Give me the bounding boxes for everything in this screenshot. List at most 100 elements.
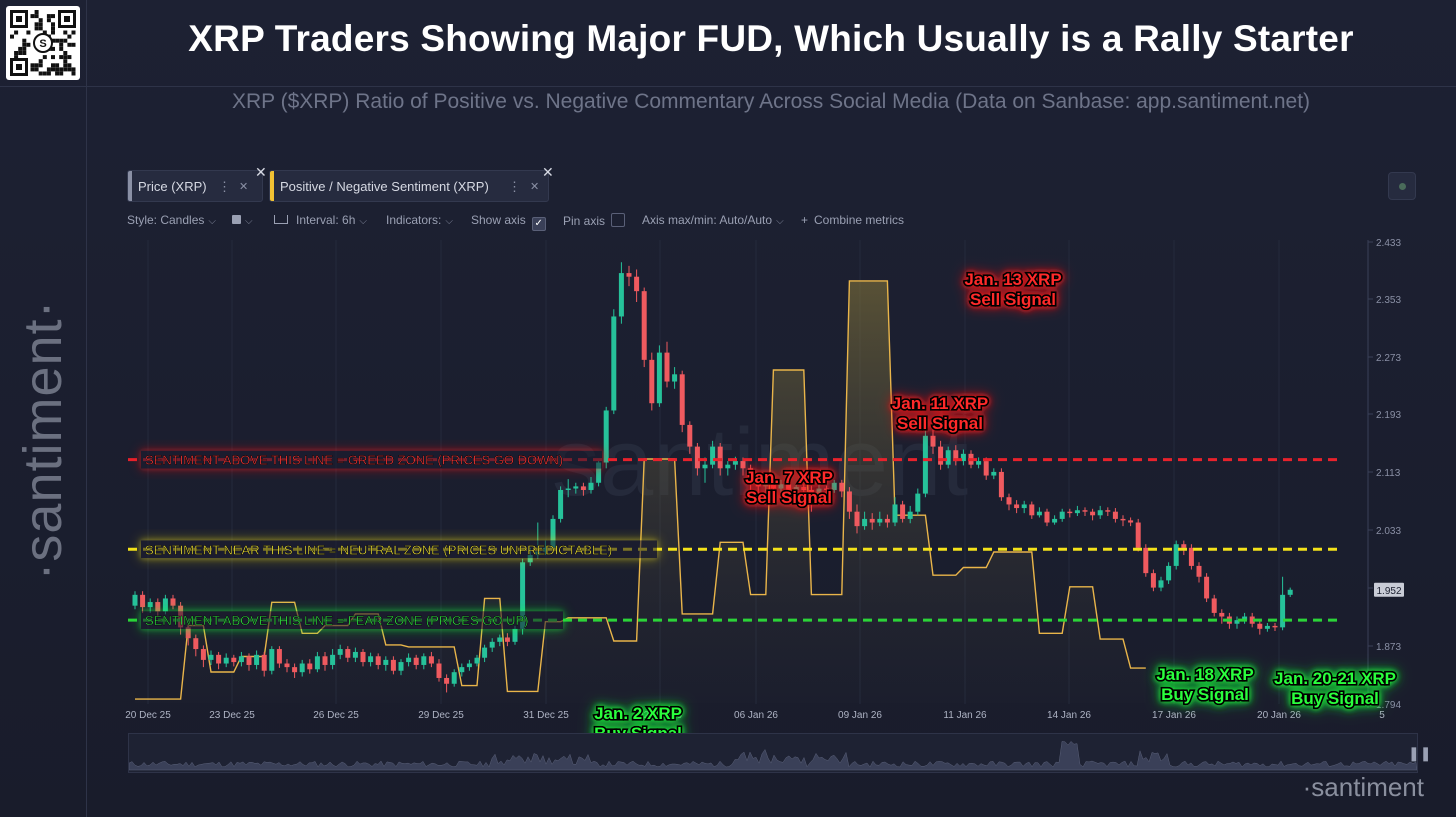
candle-body [466, 663, 472, 668]
price-candle [322, 651, 328, 671]
interval-dropdown[interactable]: Interval: 6h ⌵ [274, 213, 367, 227]
corner-watermark: ·santiment [1302, 772, 1424, 802]
candle-body [254, 654, 260, 665]
status-dot-button[interactable] [1388, 172, 1416, 200]
time-navigator[interactable] [128, 733, 1418, 773]
candle-body [717, 446, 723, 469]
candle-body [520, 562, 526, 629]
price-candle [953, 445, 959, 466]
candle-body [786, 484, 792, 490]
price-candle [1287, 587, 1293, 597]
candle-body [428, 656, 434, 664]
metric-label-sentiment: Positive / Negative Sentiment (XRP) [280, 179, 489, 194]
qr-module [59, 71, 64, 76]
chevron-down-icon: ⌵ [776, 216, 784, 227]
remove-metric-icon[interactable]: ✕ [255, 164, 267, 180]
qr-module [10, 34, 14, 39]
neutral-zone-label: SENTIMENT NEAR THIS LINE = NEUTRAL ZONE … [145, 542, 612, 557]
current-price-badge [1374, 582, 1404, 597]
price-candle [945, 446, 951, 469]
qr-module [34, 63, 39, 68]
metric-color-bar [128, 171, 132, 201]
price-candle [915, 488, 921, 516]
pin-axis-toggle[interactable]: Pin axis [563, 213, 626, 228]
price-candle [375, 653, 381, 670]
axis-minmax-dropdown[interactable]: Axis max/min: Auto/Auto ⌵ [642, 213, 784, 227]
combine-metrics-button[interactable]: + Combine metrics [801, 213, 904, 227]
price-candle [269, 646, 275, 675]
price-candle [892, 497, 898, 527]
candle-body [618, 273, 624, 317]
candle-body [512, 628, 518, 642]
price-candle [170, 594, 176, 610]
candle-body [330, 654, 336, 665]
candle-body [900, 504, 906, 519]
price-candle [1135, 518, 1141, 552]
candle-body [938, 446, 944, 465]
metric-menu-icon[interactable]: ⋮ [508, 179, 521, 194]
qr-module [67, 67, 72, 72]
candle-body [854, 511, 860, 527]
candle-body [998, 471, 1004, 498]
candle-body [292, 667, 298, 673]
annotation-line2: Sell Signal [746, 488, 832, 507]
candle-body [596, 462, 602, 483]
style-dropdown[interactable]: Style: Candles ⌵ [127, 213, 216, 227]
navigator-area [128, 741, 1418, 771]
candle-body [406, 657, 412, 663]
candle-body [793, 487, 799, 490]
indicators-dropdown[interactable]: Indicators: ⌵ [386, 213, 453, 227]
qr-module [34, 26, 39, 31]
qr-module [14, 55, 19, 60]
price-candle [504, 633, 510, 647]
show-axis-toggle[interactable]: Show axis ✓ [471, 213, 546, 231]
price-candle [770, 479, 776, 493]
qr-module [51, 22, 55, 27]
candle-body [884, 518, 890, 523]
candle-body [725, 464, 731, 469]
chevron-down-icon: ⌵ [245, 216, 253, 227]
candle-body [162, 598, 168, 612]
price-candle [710, 440, 716, 469]
annotation-line1: Jan. 11 XRP [892, 394, 988, 413]
metric-chip-price[interactable]: Price (XRP) ⋮ ✕ [127, 170, 263, 202]
candle-body [170, 598, 176, 606]
qr-module [59, 55, 64, 60]
combine-label: Combine metrics [814, 213, 905, 227]
pause-icon[interactable]: ❚❚ [1408, 745, 1432, 761]
color-dropdown[interactable]: ⌵ [232, 213, 253, 227]
remove-metric-icon[interactable]: ✕ [542, 164, 554, 180]
checkbox-icon[interactable] [611, 213, 626, 227]
qr-finder-core [16, 64, 22, 70]
price-candle [132, 591, 138, 610]
close-icon[interactable]: ✕ [530, 181, 540, 193]
annotation-line1: Jan. 18 XRP [1156, 665, 1253, 684]
qr-module [30, 67, 35, 72]
candle-body [1204, 576, 1210, 599]
price-candle [854, 504, 860, 534]
candle-body [208, 654, 214, 660]
price-candle [687, 421, 693, 454]
candle-body [580, 486, 586, 490]
price-candle [603, 406, 609, 469]
candle-body [1173, 544, 1179, 566]
price-candle [421, 653, 427, 670]
metric-chip-sentiment[interactable]: Positive / Negative Sentiment (XRP) ⋮ ✕ [269, 170, 549, 202]
price-candle [1173, 540, 1179, 570]
candle-body [1264, 625, 1270, 629]
price-candle [284, 659, 290, 673]
close-icon[interactable]: ✕ [239, 181, 249, 193]
price-candle [672, 367, 678, 389]
metric-menu-icon[interactable]: ⋮ [218, 179, 231, 194]
qr-module [34, 22, 39, 27]
price-candle [786, 481, 792, 495]
candle-body [284, 663, 290, 668]
candle-body [740, 461, 746, 469]
price-candle [299, 659, 305, 677]
checkbox-checked-icon[interactable]: ✓ [531, 217, 546, 231]
axis-minmax-label: Axis max/min: Auto/Auto [642, 213, 773, 227]
qr-module [59, 67, 64, 72]
